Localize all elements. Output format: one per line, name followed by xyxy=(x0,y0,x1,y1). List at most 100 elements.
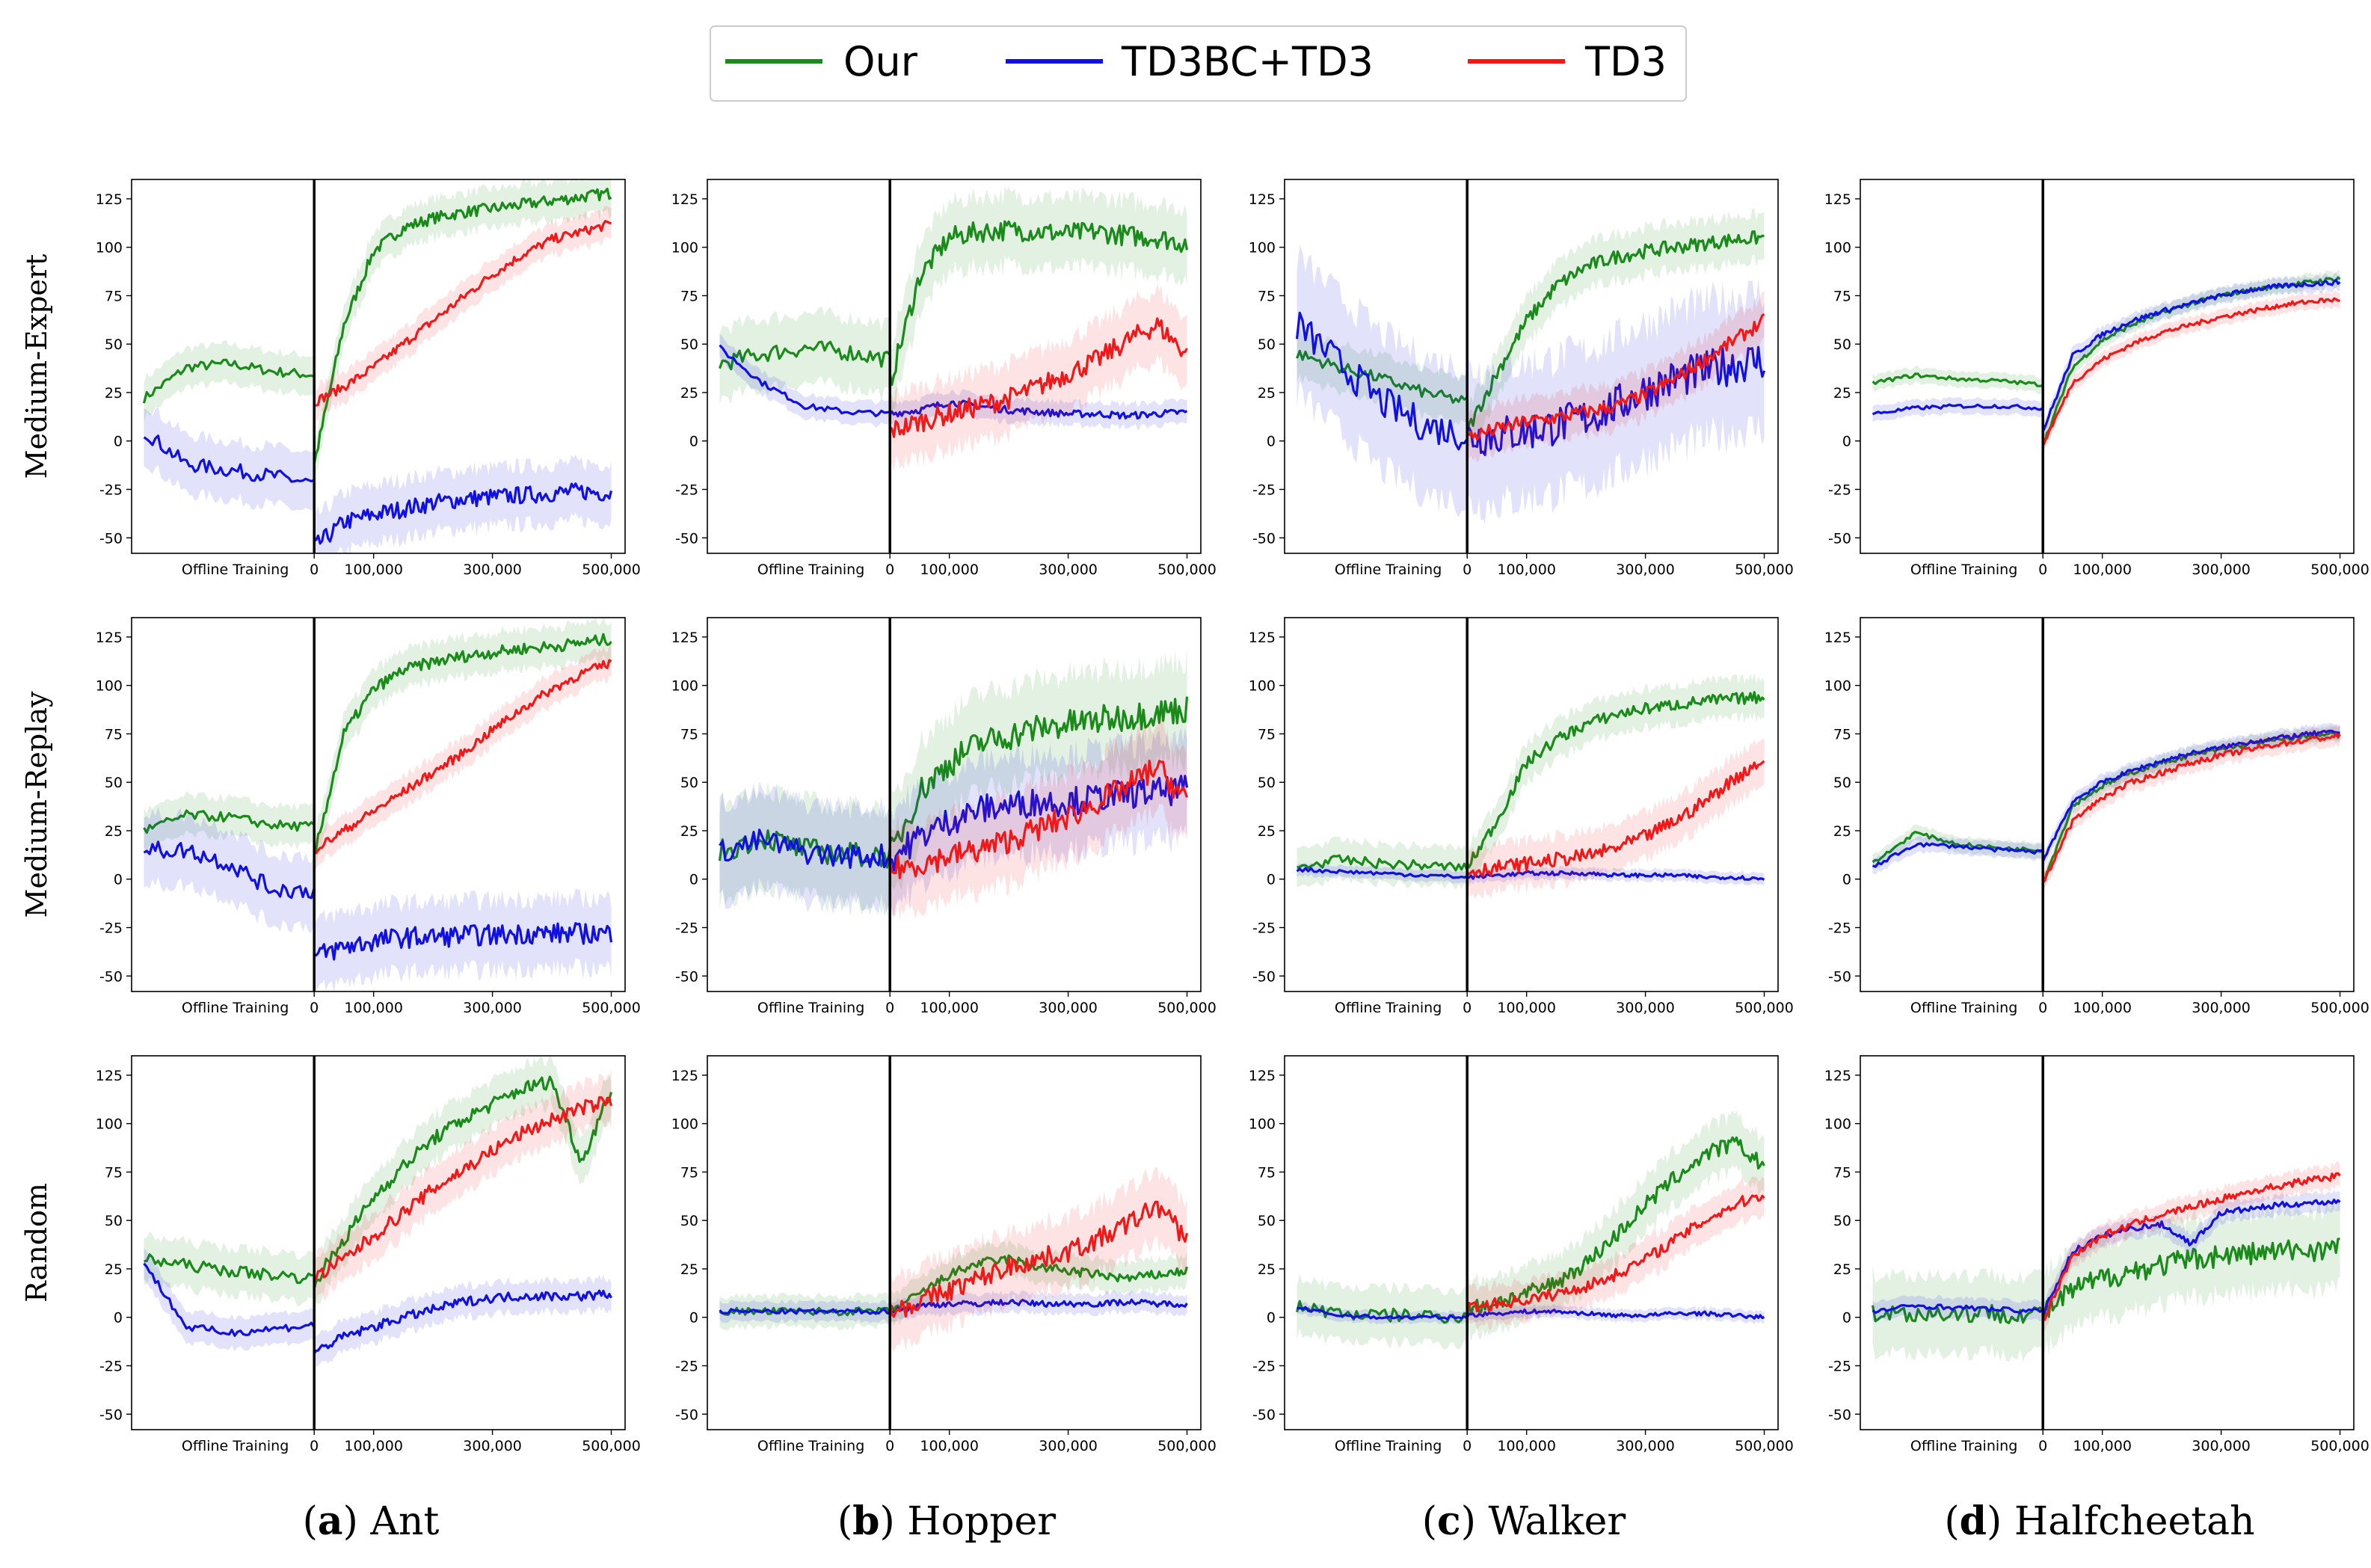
plot-area xyxy=(718,648,1189,921)
x-tick-label: 100,000 xyxy=(344,1438,403,1454)
y-tick-label: 75 xyxy=(105,288,123,304)
x-tick-label: 300,000 xyxy=(463,562,522,578)
x-tick-label: 500,000 xyxy=(1735,1000,1794,1016)
y-tick-label: 100 xyxy=(1249,1116,1276,1133)
panel-frame xyxy=(707,179,1202,554)
x-tick-label: Offline Training xyxy=(1335,1438,1442,1454)
x-tick-label: Offline Training xyxy=(757,1438,864,1454)
panel-frame xyxy=(1860,179,2355,554)
y-tick-label: 125 xyxy=(671,191,698,208)
panel-medium-expert-hopper: 125 100 75 50 25 0 -25 -50 Offline Training 0 100,… xyxy=(671,179,1217,578)
panel-medium-expert-walker: 125 100 75 50 25 0 -25 -50 Offline Training 0 100,… xyxy=(1249,179,1794,578)
x-tick-label: 300,000 xyxy=(1616,1000,1675,1016)
y-tick-label: -25 xyxy=(99,920,123,937)
y-tick-label: 100 xyxy=(96,240,123,256)
y-tick-label: -50 xyxy=(1828,968,1851,985)
y-tick-label: -25 xyxy=(1828,920,1851,937)
y-tick-label: 25 xyxy=(680,1261,698,1278)
band-td3bc-td3 xyxy=(719,333,1187,430)
band-td3 xyxy=(2043,724,2340,892)
y-tick-label: 125 xyxy=(1824,1068,1851,1084)
y-tick-label: 75 xyxy=(1833,288,1851,304)
y-tick-label: 75 xyxy=(680,1164,698,1181)
y-tick-label: 50 xyxy=(105,1213,123,1229)
line-td3 xyxy=(1466,760,1765,877)
y-tick-label: 100 xyxy=(1249,240,1276,256)
legend-label-td3bc-td3: TD3BC+TD3 xyxy=(1121,38,1374,85)
x-tick-label: 100,000 xyxy=(1497,1000,1556,1016)
y-tick-label: 25 xyxy=(680,385,698,402)
band-td3bc-td3 xyxy=(1297,862,1765,886)
line-td3 xyxy=(888,1200,1189,1318)
y-tick-label: -25 xyxy=(99,482,123,499)
y-tick-label: 50 xyxy=(1258,1213,1276,1229)
y-tick-label: 50 xyxy=(1833,1213,1851,1229)
panels: 125 100 75 50 25 0 -25 -50 Offline Training 0 100,… xyxy=(96,179,2370,1454)
plot-area xyxy=(1872,269,2341,454)
y-tick-label: 50 xyxy=(1833,775,1851,791)
line-td3 xyxy=(889,317,1188,438)
y-tick-label: 50 xyxy=(1833,336,1851,353)
y-tick-label: 75 xyxy=(1258,726,1276,743)
plot-area xyxy=(1871,1161,2341,1362)
line-our xyxy=(1297,691,1765,872)
x-tick-label: 0 xyxy=(310,562,319,578)
line-td3bc-td3 xyxy=(1872,279,2341,433)
y-tick-label: 125 xyxy=(96,191,123,208)
legend: Our TD3BC+TD3 TD3 xyxy=(710,25,1687,102)
y-tick-label: 50 xyxy=(680,1213,698,1229)
panel-medium-replay-ant: 125 100 75 50 25 0 -25 -50 Offline Training 0 100,… xyxy=(96,617,641,1016)
legend-label-our: Our xyxy=(843,38,918,85)
y-tick-label: -50 xyxy=(99,1406,123,1423)
y-tick-label: 50 xyxy=(680,336,698,353)
y-tick-label: -25 xyxy=(675,482,698,499)
line-our xyxy=(144,1075,613,1291)
x-tick-label: 100,000 xyxy=(920,1438,979,1454)
band-td3 xyxy=(314,206,612,422)
caption-letter: c xyxy=(1437,1498,1461,1544)
line-our xyxy=(1295,1136,1765,1324)
y-tick-label: 50 xyxy=(105,336,123,353)
y-tick-label: 0 xyxy=(1267,872,1276,888)
y-tick-label: 0 xyxy=(1842,434,1851,450)
y-tick-label: 0 xyxy=(689,1310,698,1326)
band-td3 xyxy=(1467,291,1765,463)
row-label-random: Random xyxy=(20,1183,53,1303)
y-tick-label: -50 xyxy=(99,530,123,547)
caption-letter: b xyxy=(852,1498,879,1544)
line-td3bc-td3 xyxy=(719,775,1189,872)
y-tick-label: 125 xyxy=(1824,630,1851,646)
x-tick-label: Offline Training xyxy=(1910,1438,2017,1454)
x-tick-label: 500,000 xyxy=(2310,1000,2370,1016)
y-tick-label: 0 xyxy=(114,872,123,888)
line-td3bc-td3 xyxy=(143,434,613,545)
y-tick-label: 125 xyxy=(96,630,123,646)
band-our xyxy=(1297,672,1765,890)
y-tick-label: 75 xyxy=(1833,1164,1851,1181)
panel-medium-expert-halfcheetah: 125 100 75 50 25 0 -25 -50 Offline Training 0 100,… xyxy=(1824,179,2370,578)
x-tick-label: 300,000 xyxy=(1039,562,1098,578)
x-tick-label: 300,000 xyxy=(463,1000,522,1016)
plot-area xyxy=(718,186,1189,472)
line-td3bc-td3 xyxy=(143,840,613,961)
band-our xyxy=(1297,208,1765,458)
x-tick-label: 300,000 xyxy=(2192,562,2251,578)
y-tick-label: 25 xyxy=(1833,1261,1851,1278)
y-tick-label: 0 xyxy=(689,872,698,888)
caption-paren: ( xyxy=(1944,1499,1959,1544)
panel-frame xyxy=(131,617,626,992)
x-tick-label: 0 xyxy=(1463,562,1472,578)
y-tick-label: 0 xyxy=(1842,1310,1851,1326)
y-tick-label: 75 xyxy=(105,726,123,743)
x-tick-label: 100,000 xyxy=(920,1000,979,1016)
panel-frame xyxy=(131,179,626,554)
x-tick-label: Offline Training xyxy=(182,1438,289,1454)
y-tick-label: -50 xyxy=(1252,968,1276,985)
plot-area xyxy=(1296,672,1765,900)
x-tick-label: 100,000 xyxy=(2073,1000,2132,1016)
band-our xyxy=(719,186,1187,420)
band-our xyxy=(1297,1110,1765,1350)
line-td3 xyxy=(2041,297,2340,446)
panel-random-hopper: 125 100 75 50 25 0 -25 -50 Offline Training 0 100,… xyxy=(671,1055,1217,1454)
band-our xyxy=(144,618,612,872)
